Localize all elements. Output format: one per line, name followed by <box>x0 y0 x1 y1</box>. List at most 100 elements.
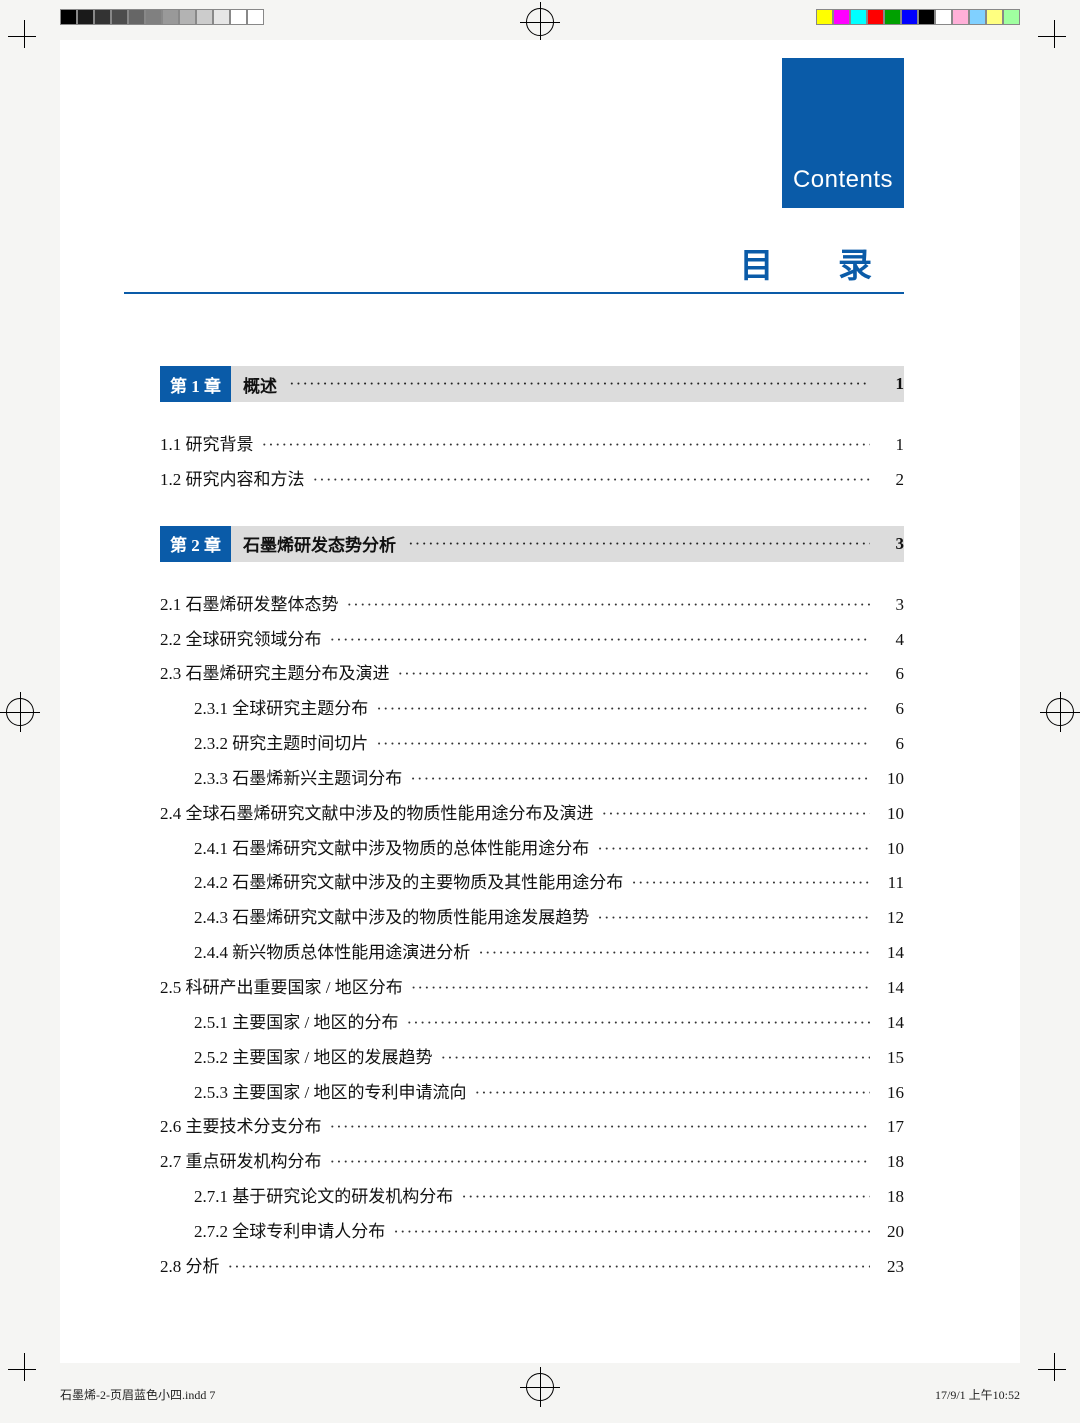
dot-leaders <box>262 428 871 463</box>
dot-leaders <box>330 1145 871 1180</box>
chapter-row: 第 1 章概述1 <box>160 366 904 402</box>
grayscale-registration-bar <box>60 9 264 25</box>
toc-entry-label: 2.6 主要技术分支分布 <box>160 1110 330 1145</box>
color-swatch <box>816 9 833 25</box>
color-swatch <box>867 9 884 25</box>
table-of-contents: 第 1 章概述11.1 研究背景11.2 研究内容和方法2第 2 章石墨烯研发态… <box>160 356 904 1285</box>
gray-swatch <box>128 9 145 25</box>
toc-entry-page: 6 <box>870 727 904 762</box>
registration-target-right <box>1046 698 1074 726</box>
color-swatch <box>901 9 918 25</box>
gray-swatch <box>77 9 94 25</box>
toc-entry-page: 10 <box>870 762 904 797</box>
toc-entry-page: 17 <box>870 1110 904 1145</box>
toc-entry-page: 16 <box>870 1076 904 1111</box>
toc-entry: 1.2 研究内容和方法2 <box>160 463 904 498</box>
toc-entry-page: 6 <box>870 657 904 692</box>
toc-entry-label: 1.1 研究背景 <box>160 428 262 463</box>
toc-entry: 2.4.1 石墨烯研究文献中涉及物质的总体性能用途分布10 <box>160 832 904 867</box>
toc-entry-page: 23 <box>870 1250 904 1285</box>
toc-entry-label: 2.4.3 石墨烯研究文献中涉及的物质性能用途发展趋势 <box>194 901 597 936</box>
toc-entry-label: 2.5.1 主要国家 / 地区的分布 <box>194 1006 406 1041</box>
dot-leaders <box>474 1076 870 1111</box>
toc-entry: 2.8 分析23 <box>160 1250 904 1285</box>
footer-timestamp: 17/9/1 上午10:52 <box>935 1386 1020 1403</box>
color-swatch <box>969 9 986 25</box>
toc-entry-label: 2.3.1 全球研究主题分布 <box>194 692 376 727</box>
toc-entry: 2.7.2 全球专利申请人分布20 <box>160 1215 904 1250</box>
toc-entry: 2.3.2 研究主题时间切片 6 <box>160 727 904 762</box>
toc-entry-label: 1.2 研究内容和方法 <box>160 463 313 498</box>
toc-entry: 2.4 全球石墨烯研究文献中涉及的物质性能用途分布及演进 10 <box>160 797 904 832</box>
gray-swatch <box>145 9 162 25</box>
color-registration-bar <box>816 9 1020 25</box>
gray-swatch <box>196 9 213 25</box>
color-swatch <box>833 9 850 25</box>
gray-swatch <box>247 9 264 25</box>
toc-entry-page: 15 <box>870 1041 904 1076</box>
dot-leaders <box>347 588 871 623</box>
toc-entry: 2.4.2 石墨烯研究文献中涉及的主要物质及其性能用途分布11 <box>160 866 904 901</box>
toc-entry-label: 2.5.3 主要国家 / 地区的专利申请流向 <box>194 1076 474 1111</box>
footer-filename: 石墨烯-2-页眉蓝色小四.indd 7 <box>60 1386 215 1403</box>
toc-entry: 2.3 石墨烯研究主题分布及演进 6 <box>160 657 904 692</box>
title-rule <box>124 292 904 294</box>
toc-entry: 2.4.3 石墨烯研究文献中涉及的物质性能用途发展趋势12 <box>160 901 904 936</box>
toc-entry: 2.5.3 主要国家 / 地区的专利申请流向 16 <box>160 1076 904 1111</box>
chapter-title: 概述 <box>231 372 289 397</box>
dot-leaders <box>478 936 870 971</box>
chapter-page-number: 3 <box>870 534 904 554</box>
toc-entry-page: 6 <box>870 692 904 727</box>
dot-leaders <box>393 1215 870 1250</box>
toc-entry-label: 2.7 重点研发机构分布 <box>160 1145 330 1180</box>
toc-entry-label: 2.3 石墨烯研究主题分布及演进 <box>160 657 398 692</box>
chapter-title: 石墨烯研发态势分析 <box>231 531 408 556</box>
crop-mark-bottom-left <box>8 1353 42 1387</box>
gray-swatch <box>60 9 77 25</box>
dot-leaders <box>597 901 870 936</box>
toc-entry: 2.5.2 主要国家 / 地区的发展趋势15 <box>160 1041 904 1076</box>
dot-leaders <box>376 692 870 727</box>
toc-entry-page: 10 <box>870 797 904 832</box>
dot-leaders <box>406 1006 870 1041</box>
toc-entry-label: 2.3.3 石墨烯新兴主题词分布 <box>194 762 410 797</box>
dot-leaders <box>440 1041 870 1076</box>
toc-entry-label: 2.3.2 研究主题时间切片 <box>194 727 376 762</box>
dot-leaders <box>597 832 870 867</box>
dot-leaders <box>602 797 871 832</box>
toc-entry: 2.5.1 主要国家 / 地区的分布14 <box>160 1006 904 1041</box>
dot-leaders <box>398 657 871 692</box>
toc-entry-page: 14 <box>870 971 904 1006</box>
dot-leaders <box>330 623 871 658</box>
gray-swatch <box>179 9 196 25</box>
color-swatch <box>918 9 935 25</box>
color-swatch <box>1003 9 1020 25</box>
toc-entry-page: 14 <box>870 936 904 971</box>
dot-leaders <box>461 1180 870 1215</box>
dot-leaders <box>289 374 870 394</box>
toc-entry-label: 2.4.1 石墨烯研究文献中涉及物质的总体性能用途分布 <box>194 832 597 867</box>
color-swatch <box>935 9 952 25</box>
toc-entry: 2.6 主要技术分支分布 17 <box>160 1110 904 1145</box>
dot-leaders <box>313 463 871 498</box>
toc-entry: 2.3.3 石墨烯新兴主题词分布 10 <box>160 762 904 797</box>
crop-mark-bottom-right <box>1038 1353 1072 1387</box>
color-swatch <box>850 9 867 25</box>
contents-box: Contents <box>782 58 904 208</box>
gray-swatch <box>111 9 128 25</box>
dot-leaders <box>411 971 870 1006</box>
toc-entry: 2.1 石墨烯研发整体态势3 <box>160 588 904 623</box>
toc-entry-page: 11 <box>870 866 904 901</box>
chapter-badge: 第 1 章 <box>160 366 231 402</box>
crop-mark-top-right <box>1038 20 1072 54</box>
toc-entry-label: 2.4 全球石墨烯研究文献中涉及的物质性能用途分布及演进 <box>160 797 602 832</box>
toc-entry-label: 2.7.1 基于研究论文的研发机构分布 <box>194 1180 461 1215</box>
toc-entry: 2.7.1 基于研究论文的研发机构分布18 <box>160 1180 904 1215</box>
dot-leaders <box>631 866 870 901</box>
registration-target-top <box>526 8 554 36</box>
toc-entry: 2.4.4 新兴物质总体性能用途演进分析14 <box>160 936 904 971</box>
toc-entry-label: 2.2 全球研究领域分布 <box>160 623 330 658</box>
toc-entry: 2.5 科研产出重要国家 / 地区分布14 <box>160 971 904 1006</box>
toc-entry: 2.7 重点研发机构分布18 <box>160 1145 904 1180</box>
color-swatch <box>884 9 901 25</box>
